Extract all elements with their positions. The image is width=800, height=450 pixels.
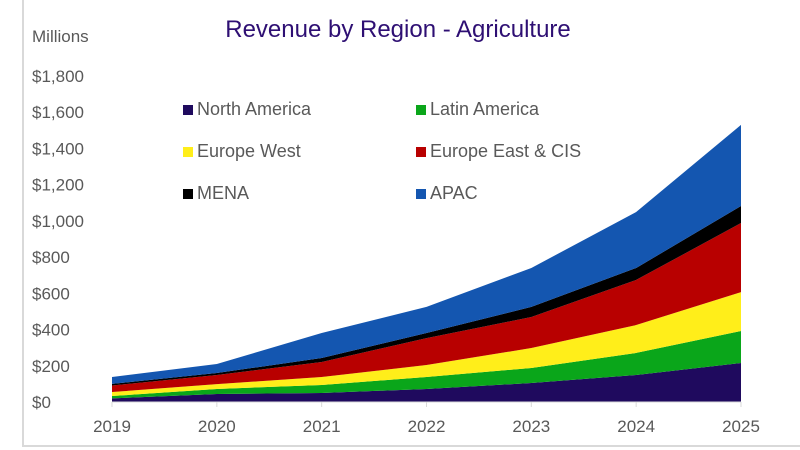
y-tick-label: $400	[32, 321, 70, 340]
y-axis: $0 $200 $400 $600 $800 $1,000 $1,200 $1,400 $1,6…	[32, 67, 84, 412]
legend-label: North America	[197, 99, 312, 119]
y-tick-label: $200	[32, 357, 70, 376]
chart-frame	[22, 0, 800, 447]
legend-item: North America	[183, 99, 312, 119]
y-tick-label: $1,000	[32, 212, 84, 231]
y-axis-unit-label: Millions	[32, 27, 89, 46]
x-axis: 2019 2020 2021 2022 2023 2024 2025	[93, 401, 760, 436]
y-tick-label: $600	[32, 284, 70, 303]
legend-swatch	[183, 147, 193, 157]
y-tick-label: $1,200	[32, 176, 84, 195]
area-series-group	[112, 124, 741, 402]
legend-label: Europe East & CIS	[430, 141, 581, 161]
area-north-america	[112, 363, 741, 402]
x-tick-label: 2021	[303, 417, 341, 436]
chart-title: Revenue by Region - Agriculture	[225, 16, 571, 43]
y-tick-label: $800	[32, 248, 70, 267]
legend-label: Latin America	[430, 99, 540, 119]
x-tick-label: 2020	[198, 417, 236, 436]
legend-swatch	[416, 105, 426, 115]
area-europe-west	[112, 292, 741, 397]
x-tick-label: 2023	[512, 417, 550, 436]
legend-item: Europe West	[183, 141, 301, 161]
area-latin-america	[112, 331, 741, 399]
area-europe-east-cis	[112, 223, 741, 393]
x-tick-label: 2024	[617, 417, 655, 436]
legend-swatch	[183, 189, 193, 199]
y-tick-label: $1,400	[32, 139, 84, 158]
y-tick-label: $1,600	[32, 103, 84, 122]
legend-label: Europe West	[197, 141, 301, 161]
legend-item: APAC	[416, 183, 478, 203]
legend-swatch	[183, 105, 193, 115]
legend: North America Latin America Europe West Eur…	[183, 99, 581, 203]
y-tick-label: $1,800	[32, 67, 84, 86]
legend-item: MENA	[183, 183, 249, 203]
area-apac	[112, 124, 741, 384]
x-tick-label: 2022	[408, 417, 446, 436]
x-tick-label: 2019	[93, 417, 131, 436]
x-tick-label: 2025	[722, 417, 760, 436]
legend-label: MENA	[197, 183, 249, 203]
legend-swatch	[416, 189, 426, 199]
legend-item: Latin America	[416, 99, 540, 119]
legend-label: APAC	[430, 183, 478, 203]
legend-item: Europe East & CIS	[416, 141, 581, 161]
legend-swatch	[416, 147, 426, 157]
y-tick-label: $0	[32, 393, 51, 412]
